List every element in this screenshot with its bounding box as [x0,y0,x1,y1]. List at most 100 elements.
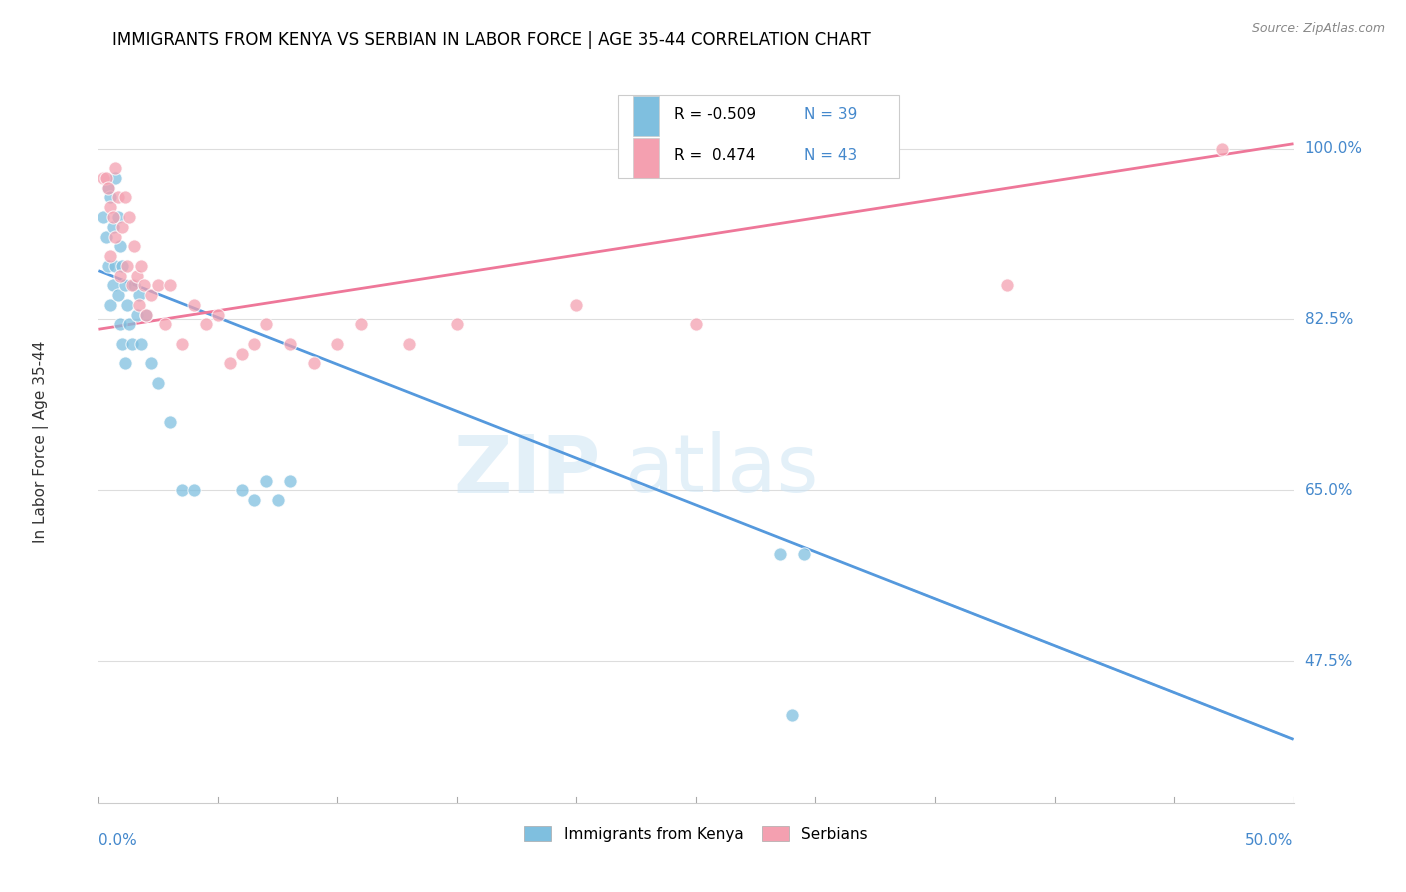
Text: atlas: atlas [624,432,818,509]
Point [685,318,707,332]
Text: N = 43: N = 43 [804,148,856,163]
Point [111,219,134,234]
Point [131,337,153,351]
Point [148,376,170,390]
Point [121,278,143,293]
Text: 100.0%: 100.0% [1305,141,1362,156]
Point [104,161,127,176]
Point [243,493,266,508]
Point [98,249,122,263]
Point [101,219,124,234]
Point [350,318,373,332]
Point [135,308,157,322]
Point [768,547,790,561]
Point [97,180,120,194]
Point [446,318,468,332]
Point [231,346,253,360]
Point [111,337,134,351]
Point [278,474,301,488]
Point [183,298,205,312]
Point [118,210,141,224]
Point [231,483,253,498]
Text: R =  0.474: R = 0.474 [675,148,756,163]
Point [128,288,150,302]
Point [107,210,129,224]
Point [91,170,114,185]
Point [108,318,131,332]
Point [125,268,148,283]
Point [94,229,117,244]
Point [91,210,114,224]
Point [121,337,143,351]
Point [207,308,229,322]
Point [254,318,277,332]
Point [104,170,127,185]
Point [104,229,127,244]
Point [132,278,155,293]
Point [195,318,218,332]
Text: 47.5%: 47.5% [1305,654,1353,669]
Point [124,239,146,253]
Point [254,474,277,488]
Point [326,337,349,351]
Point [278,337,301,351]
Text: 50.0%: 50.0% [1246,833,1294,848]
Point [1211,142,1233,156]
Point [995,278,1018,293]
Text: In Labor Force | Age 35-44: In Labor Force | Age 35-44 [34,341,49,542]
Point [97,180,120,194]
Point [107,288,129,302]
Point [398,337,420,351]
Point [107,190,129,204]
Text: Source: ZipAtlas.com: Source: ZipAtlas.com [1251,22,1385,36]
Point [98,200,122,214]
Text: IMMIGRANTS FROM KENYA VS SERBIAN IN LABOR FORCE | AGE 35-44 CORRELATION CHART: IMMIGRANTS FROM KENYA VS SERBIAN IN LABO… [112,31,872,49]
Point [793,547,815,561]
FancyBboxPatch shape [619,95,900,178]
Text: 0.0%: 0.0% [98,833,138,848]
Point [114,278,136,293]
Text: ZIP: ZIP [453,432,600,509]
Text: 65.0%: 65.0% [1305,483,1353,498]
Point [101,210,124,224]
Point [139,288,162,302]
Point [148,278,170,293]
Point [565,298,588,312]
Point [243,337,266,351]
Point [118,318,141,332]
Point [125,308,148,322]
Point [183,483,205,498]
Point [139,356,162,370]
Point [219,356,242,370]
Point [101,278,124,293]
Point [131,259,153,273]
Point [114,356,136,370]
Point [780,707,803,722]
FancyBboxPatch shape [633,138,659,178]
Point [115,298,138,312]
Point [159,415,181,429]
Point [135,308,157,322]
Point [97,259,120,273]
Point [98,298,122,312]
Point [94,170,117,185]
Point [267,493,290,508]
Point [115,259,138,273]
Point [108,239,131,253]
Text: N = 39: N = 39 [804,107,856,122]
Point [108,268,131,283]
Point [124,278,146,293]
Point [172,483,194,498]
Point [104,259,127,273]
Point [155,318,177,332]
Point [302,356,325,370]
Point [114,190,136,204]
Point [98,190,122,204]
Point [159,278,181,293]
Text: R = -0.509: R = -0.509 [675,107,756,122]
Legend: Immigrants from Kenya, Serbians: Immigrants from Kenya, Serbians [516,818,876,849]
Point [128,298,150,312]
Point [172,337,194,351]
FancyBboxPatch shape [633,96,659,136]
Point [111,259,134,273]
